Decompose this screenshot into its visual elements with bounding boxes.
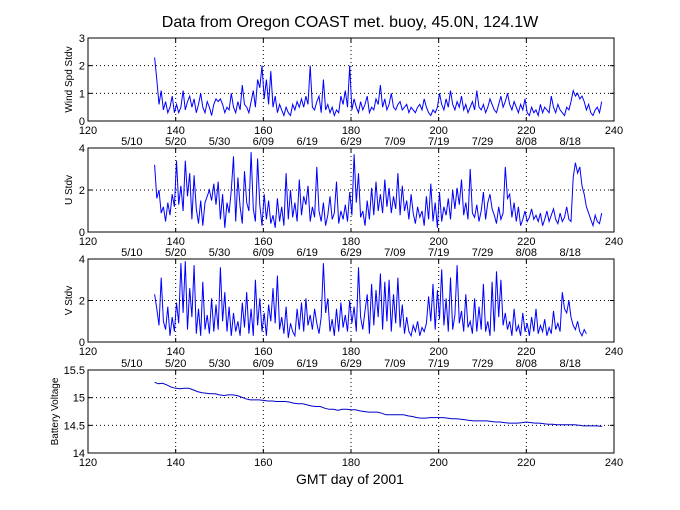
y-tick-label: 0 [79,227,85,239]
x-tick-label: 180 [342,457,360,469]
x-tick-label: 240 [605,236,623,248]
chart-title: Data from Oregon COAST met. buoy, 45.0N,… [162,14,539,31]
y-tick-label: 2 [79,296,85,308]
date-tick-label: 6/19 [296,247,317,259]
series-line [154,57,603,118]
date-tick-label: 8/08 [516,358,537,370]
date-tick-label: 7/09 [384,358,405,370]
series-line [154,152,603,228]
date-tick-label: 6/19 [296,358,317,370]
date-tick-label: 7/29 [472,136,493,148]
x-tick-label: 140 [166,457,184,469]
x-tick-label: 240 [605,125,623,137]
date-tick-label: 7/09 [384,247,405,259]
x-tick-label: 220 [517,236,535,248]
x-tick-label: 160 [254,236,272,248]
x-axis-label: GMT day of 2001 [296,471,404,487]
date-tick-label: 8/18 [559,247,580,259]
date-tick-label: 5/10 [121,358,142,370]
date-tick-label: 6/29 [340,247,361,259]
x-tick-label: 120 [79,125,97,137]
y-tick-label: 4 [79,143,85,155]
x-tick-label: 200 [429,346,447,358]
x-tick-label: 120 [79,236,97,248]
date-tick-label: 5/20 [165,247,186,259]
y-tick-label: 3 [79,33,85,45]
x-tick-label: 160 [254,346,272,358]
date-tick-label: 5/10 [121,247,142,259]
x-tick-label: 220 [517,457,535,469]
date-tick-label: 8/18 [559,358,580,370]
y-axis-label: U Stdv [64,175,75,205]
date-tick-label: 6/29 [340,358,361,370]
date-tick-label: 7/29 [472,247,493,259]
x-tick-label: 160 [254,125,272,137]
x-tick-label: 120 [79,457,97,469]
subplot-0: 120 140 160 180 200 220 240 0 1 2 3 Wind Spd Stdv [64,33,623,137]
date-tick-label: 7/19 [428,136,449,148]
series-line [154,261,587,338]
x-tick-label: 180 [342,236,360,248]
x-tick-label: 160 [254,457,272,469]
y-tick-label: 2 [79,61,85,73]
y-axis-label: V Stdv [64,286,75,315]
x-tick-label: 200 [429,457,447,469]
x-tick-label: 180 [342,346,360,358]
y-tick-label: 0 [79,116,85,128]
series-line [154,381,603,427]
date-tick-label: 8/08 [516,247,537,259]
y-tick-label: 0 [79,337,85,349]
date-tick-label: 7/29 [472,358,493,370]
y-tick-label: 14 [73,448,85,460]
date-tick-label: 7/19 [428,247,449,259]
y-tick-label: 15 [73,393,85,405]
y-tick-label: 2 [79,185,85,197]
date-tick-label: 6/09 [253,247,274,259]
y-axis-label: Wind Spd Stdv [64,46,75,112]
subplot-2: 120 140 160 180 200 220 240 0 2 4 5/10 5/20 5/30 6/09… [64,247,623,358]
x-tick-label: 200 [429,125,447,137]
date-tick-label: 7/09 [384,136,405,148]
x-tick-label: 180 [342,125,360,137]
date-tick-label: 6/09 [253,358,274,370]
date-tick-label: 5/30 [209,358,230,370]
date-tick-label: 6/19 [296,136,317,148]
y-tick-label: 14.5 [64,420,85,432]
date-tick-label: 5/20 [165,136,186,148]
x-tick-label: 240 [605,346,623,358]
date-tick-label: 8/08 [516,136,537,148]
date-tick-label: 5/20 [165,358,186,370]
date-tick-label: 8/18 [559,136,580,148]
y-tick-label: 4 [79,254,85,266]
x-tick-label: 120 [79,346,97,358]
subplot-1: 120 140 160 180 200 220 240 0 2 4 5/10 5/20 5/30 6/09… [64,136,623,248]
y-tick-label: 1 [79,88,85,100]
date-tick-label: 5/30 [209,136,230,148]
x-tick-label: 140 [166,125,184,137]
subplot-3: 120 140 160 180 200 220 240 14 14.5 15 15.5 5/10 5/2… [50,358,623,469]
y-axis-label: Battery Voltage [50,377,61,445]
date-tick-label: 5/30 [209,247,230,259]
x-tick-label: 220 [517,125,535,137]
x-tick-label: 140 [166,346,184,358]
y-tick-label: 15.5 [64,365,85,377]
date-tick-label: 6/29 [340,136,361,148]
x-tick-label: 240 [605,457,623,469]
x-tick-label: 140 [166,236,184,248]
date-tick-label: 6/09 [253,136,274,148]
x-tick-label: 200 [429,236,447,248]
date-tick-label: 7/19 [428,358,449,370]
x-tick-label: 220 [517,346,535,358]
date-tick-label: 5/10 [121,136,142,148]
